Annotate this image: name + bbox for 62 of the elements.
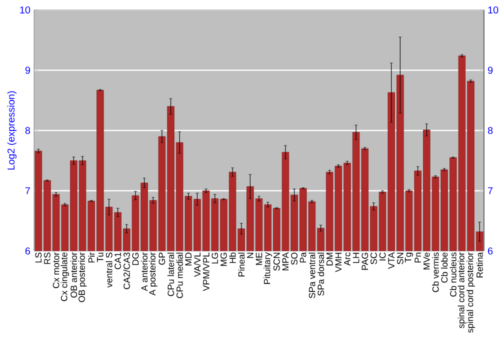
x-tick-label: A posterior [148, 252, 158, 296]
x-tick-label: SN [396, 252, 404, 264]
x-tick-label: A anterior [141, 252, 148, 292]
x-tick-label: MD [185, 252, 192, 266]
x-tick-label: VA/VL [194, 252, 201, 277]
y-axis-title: Log2 (expression) [7, 91, 17, 170]
x-tick-label: Cx cingulate [60, 252, 70, 302]
x-tick-label: MVe [424, 252, 430, 270]
x-tick-label: CPu medial [176, 252, 183, 298]
x-tick-label: VMH [335, 252, 342, 272]
x-tick-label: N [247, 252, 254, 258]
x-tick-label: ventral S [106, 252, 112, 288]
x-tick-label: SCN [273, 252, 280, 271]
x-tick-label: CPu lateral [167, 252, 174, 296]
x-tick-label: Retina [476, 252, 483, 278]
x-tick-label: MPA [282, 252, 289, 270]
x-tick-label: Cb nucleus [450, 252, 456, 297]
x-tick-label: SPa ventral [308, 252, 316, 298]
x-tick-label: LG [212, 252, 218, 264]
x-tick-label: Hb [229, 252, 236, 263]
x-tick-label: DG [132, 252, 139, 265]
y-tick-label: 10 [20, 6, 30, 14]
x-tick-label: MG [220, 252, 227, 266]
x-tick-label: Cb vermis [432, 252, 439, 292]
y2-tick-label: 10 [488, 6, 498, 14]
y2-tick-label: 6 [488, 247, 493, 255]
x-tick-label: IC [379, 252, 386, 260]
x-tick-label: Pineal [238, 252, 245, 276]
x-tick-label: RS [44, 252, 50, 264]
x-tick-label: GP [158, 252, 166, 265]
y-tick-label: 8 [25, 126, 30, 134]
x-tick-label: Arc [344, 252, 350, 266]
x-tick-label: SC [370, 252, 377, 264]
y-tick-label: 6 [25, 247, 30, 255]
x-tick-label: LH [352, 252, 360, 263]
y-tick-label: 7 [25, 187, 30, 194]
x-tick-label: spinal cord anterior [458, 252, 466, 328]
x-tick-label: CA1 [114, 252, 122, 270]
x-tick-label: Pituitary [264, 252, 272, 284]
x-tick-label: Pa [300, 252, 306, 262]
y2-tick-label: 7 [488, 187, 493, 194]
y2-tick-label: 8 [488, 126, 493, 134]
x-tick-label: CA2/CA3 [123, 252, 130, 290]
x-tick-label: Cx motor [52, 252, 60, 288]
x-tick-label: OB anterior [70, 252, 78, 298]
x-tick-label: Tg [404, 252, 414, 262]
x-tick-label: Pn [414, 252, 421, 262]
x-tick-label: DM [326, 252, 333, 266]
x-tick-label: ME [256, 252, 262, 265]
y-tick-label: 9 [25, 66, 30, 74]
x-tick-label: SO [291, 252, 298, 265]
x-tick-label: spinal cord posterior [466, 252, 475, 333]
x-tick-label: Pir [88, 252, 95, 262]
x-tick-label: Cb lobe [441, 252, 448, 283]
x-tick-label: SPa dorsal [317, 252, 324, 296]
x-tick-label: PAG [362, 252, 368, 270]
x-tick-label: OB posterior [78, 252, 87, 302]
y2-tick-label: 9 [488, 66, 493, 74]
x-tick-label: LS [35, 252, 42, 262]
x-tick-label: Tu [97, 252, 104, 262]
x-tick-label: VPM/VPL [202, 252, 210, 292]
x-tick-label: VTA [388, 252, 394, 269]
